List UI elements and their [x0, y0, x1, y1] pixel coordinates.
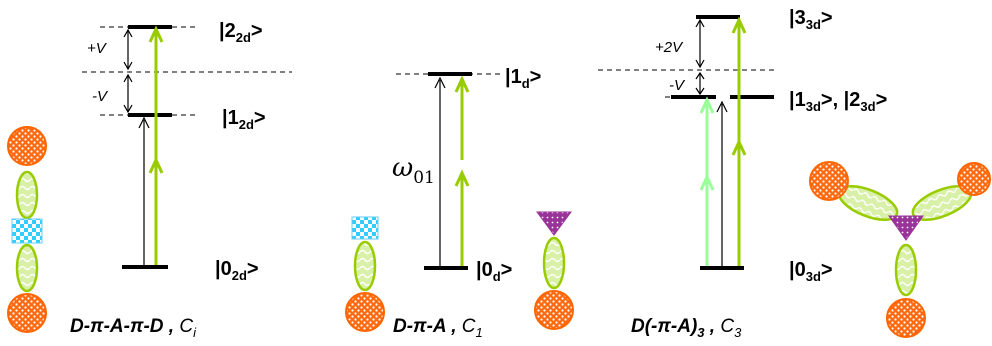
transition-arrow-two-photon: [731, 16, 747, 266]
bridge-ellipse: [15, 243, 39, 293]
donor-circle: [809, 161, 849, 201]
state-label-1-d: |1d>: [505, 66, 541, 91]
molecule-d-pi-a-pi-d: [7, 126, 47, 333]
caption-middle: D-π-A , C1: [393, 316, 483, 340]
bridge-ellipse: [542, 236, 566, 290]
shift-label-plus-v: +V: [87, 40, 108, 57]
donor-circle: [7, 293, 47, 333]
shift-label-minus-v: -V: [92, 88, 109, 105]
state-label-1-2-3d: |13d>, |23d>: [789, 89, 887, 114]
caption-left: D-π-A-π-D , Ci: [70, 316, 197, 340]
transition-label-omega: ω01: [392, 153, 435, 188]
state-label-1-2d: |12d>: [222, 107, 266, 132]
donor-circle: [7, 126, 47, 166]
molecule-d-pi-a-purple: [534, 211, 574, 330]
molecule-d-pi-a-blue: [345, 216, 385, 332]
acceptor-triangle: [536, 211, 572, 236]
donor-circle: [886, 298, 926, 338]
shift-arrow-plus-v: [123, 28, 133, 71]
acceptor-square: [351, 216, 379, 240]
transition-arrow-one-photon: [434, 76, 446, 266]
shift-arrow-minus-v: [695, 71, 705, 96]
molecule-d-pi-a-3: [809, 161, 991, 338]
acceptor-square: [11, 218, 43, 244]
state-label-0-2d: |02d>: [215, 258, 259, 283]
shift-label-plus-2v: +2V: [655, 39, 684, 56]
bridge-ellipse: [894, 243, 918, 297]
panel-left-dimer: +V -V |22d> |12d> |02d> D-π-A-π-D , Ci: [7, 20, 292, 340]
acceptor-triangle: [888, 215, 924, 241]
shift-label-minus-v: -V: [669, 77, 686, 94]
donor-circle: [345, 292, 385, 332]
caption-right: D(-π-A)3 , C3: [631, 316, 742, 340]
donor-circle: [534, 290, 574, 330]
donor-circle: [957, 162, 991, 196]
panel-middle-monomer: ω01 |1d> |0d> D-π-A , C1: [345, 66, 574, 340]
state-label-2-2d: |22d>: [219, 20, 263, 45]
transition-arrow-light-green: [699, 96, 715, 266]
state-label-0-d: |0d>: [476, 259, 512, 284]
transition-arrow-one-photon: [716, 100, 728, 266]
transition-arrow-two-photon: [454, 75, 470, 266]
bridge-ellipse: [15, 170, 39, 220]
bridge-ellipse: [353, 240, 377, 292]
transition-arrow-two-photon: [148, 25, 164, 265]
shift-arrow-plus-2v: [695, 18, 705, 69]
shift-arrow-minus-v: [123, 73, 133, 114]
panel-right-trimer: +2V -V |33d> |13d>, |23d> |03d>: [598, 7, 991, 340]
state-label-0-3d: |03d>: [789, 259, 833, 284]
transition-arrow-one-photon: [138, 116, 150, 265]
state-label-3-3d: |33d>: [789, 7, 833, 32]
